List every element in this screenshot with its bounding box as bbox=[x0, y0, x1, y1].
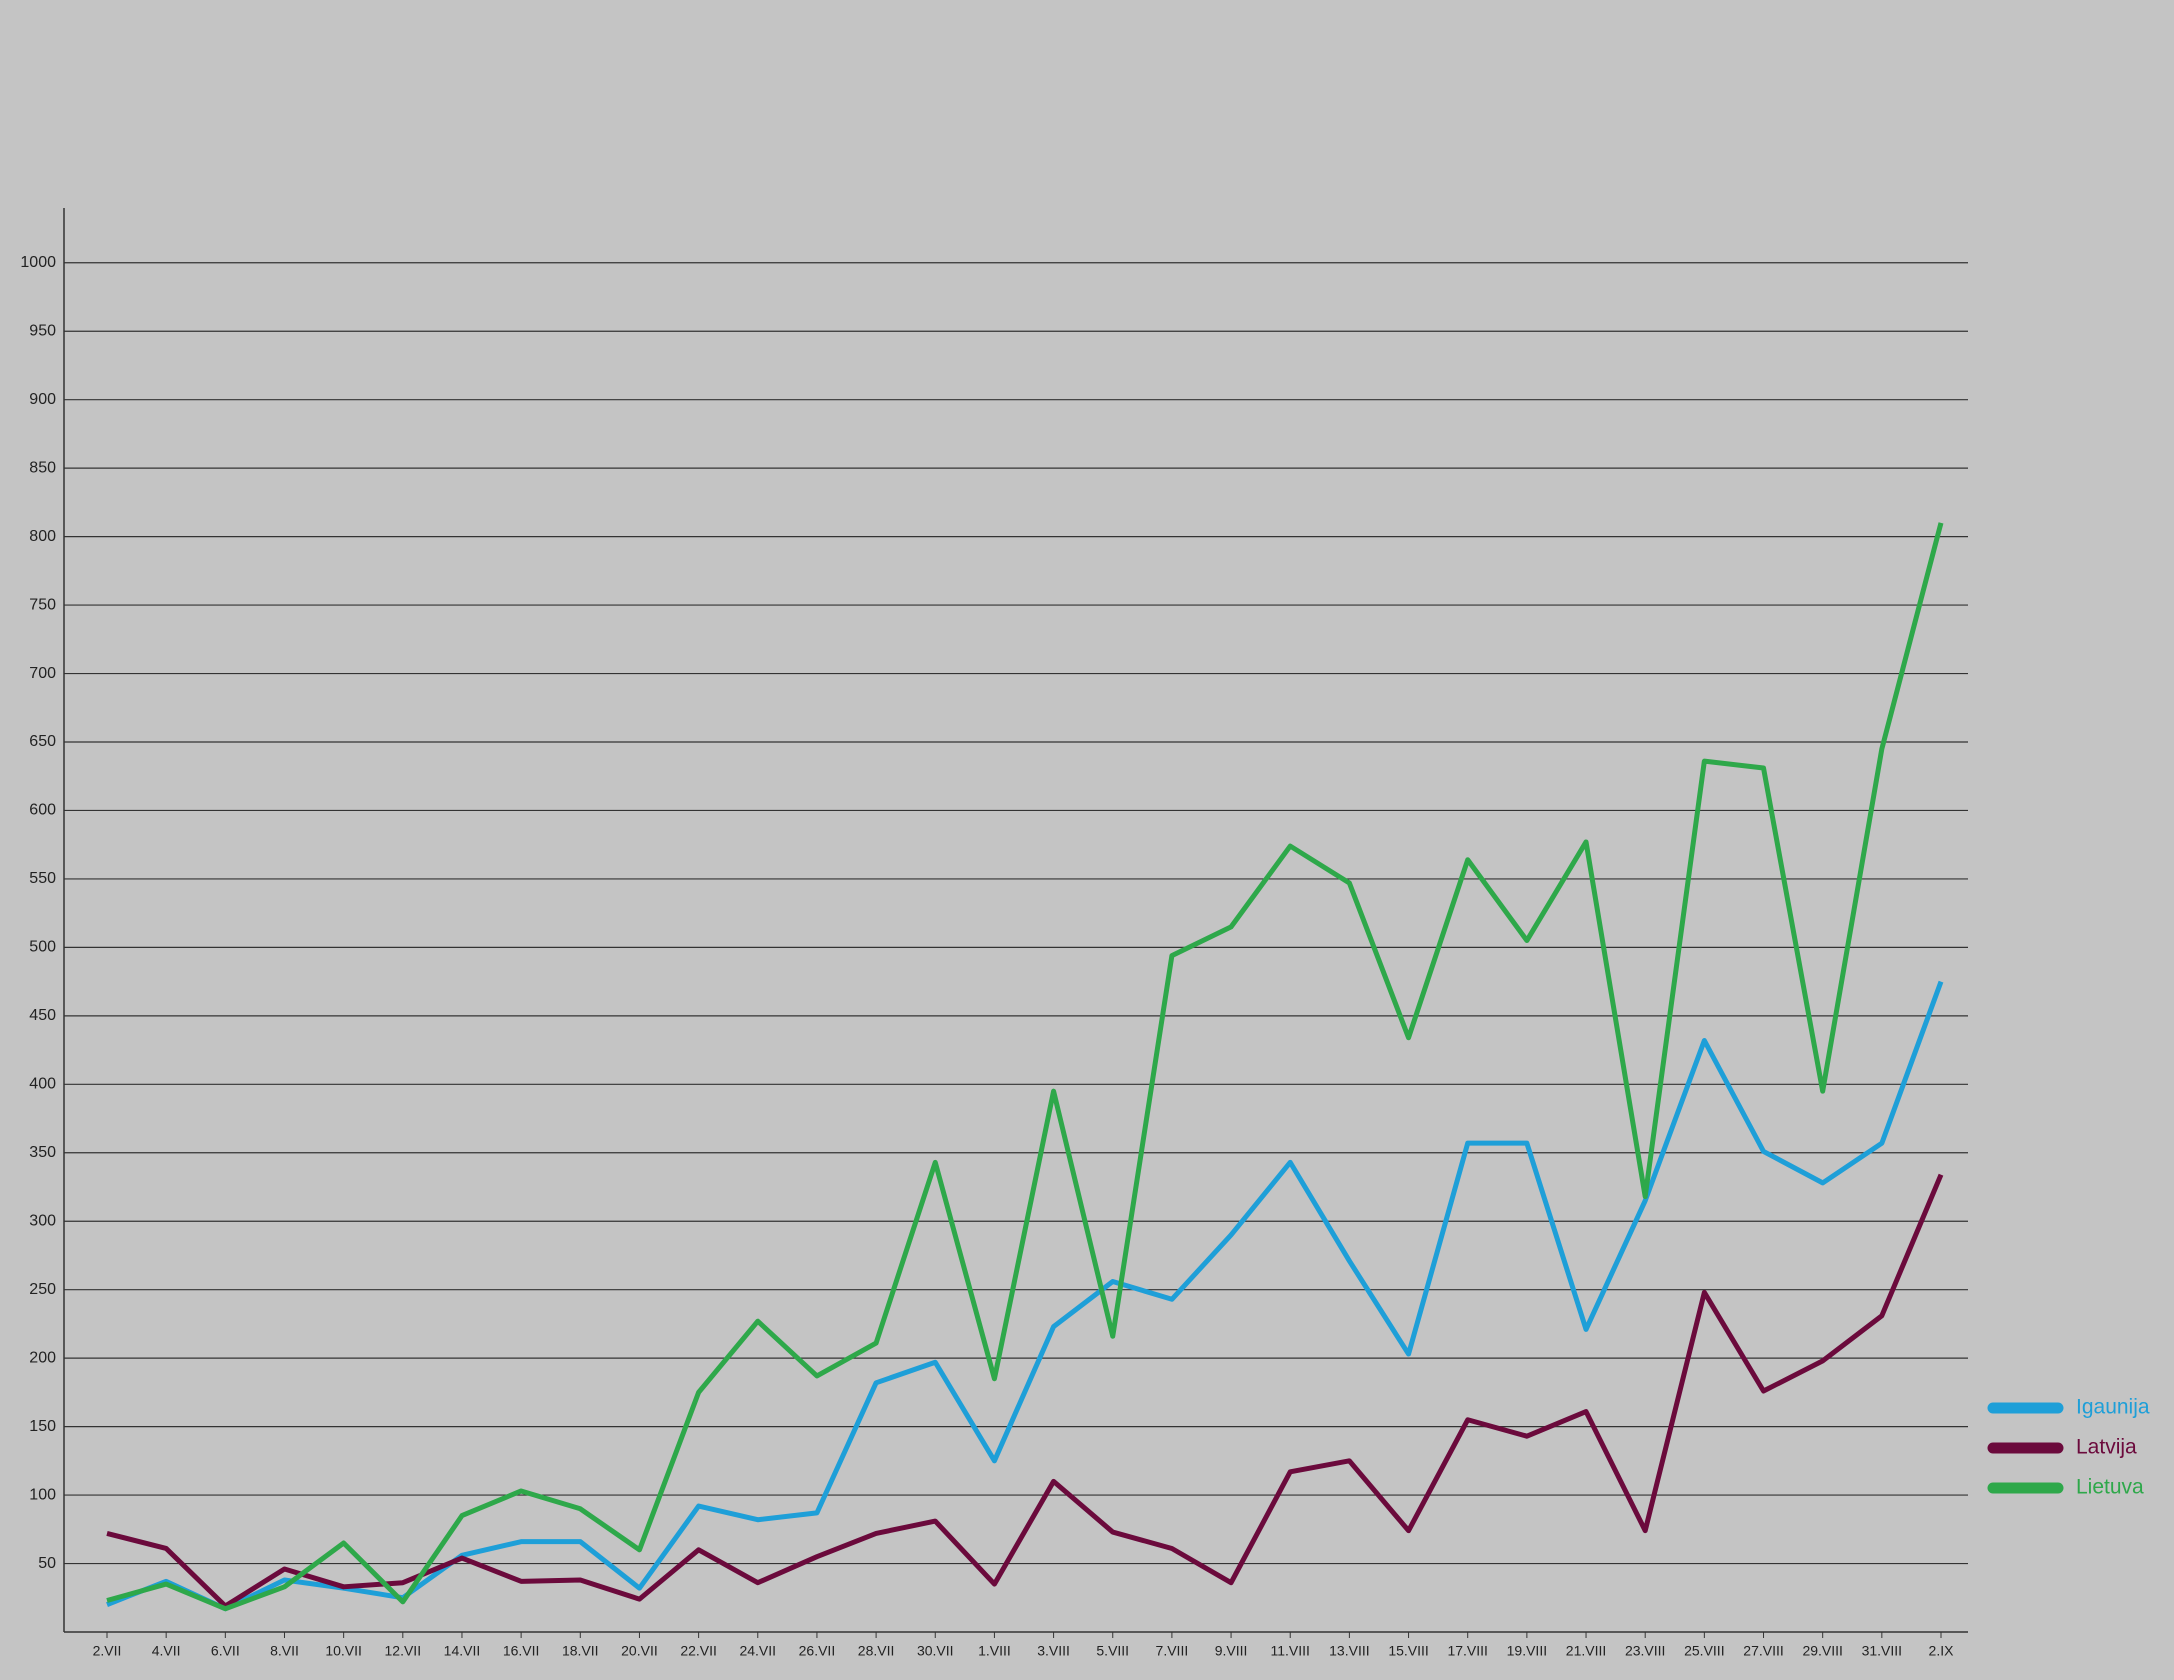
x-tick-label: 5.VIII bbox=[1096, 1643, 1129, 1659]
x-tick-label: 17.VIII bbox=[1447, 1643, 1487, 1659]
x-tick-label: 2.VII bbox=[93, 1643, 122, 1659]
x-tick-label: 30.VII bbox=[917, 1643, 954, 1659]
y-tick-label: 650 bbox=[29, 733, 56, 750]
x-tick-label: 8.VII bbox=[270, 1643, 299, 1659]
x-tick-label: 7.VIII bbox=[1156, 1643, 1189, 1659]
x-tick-label: 10.VII bbox=[325, 1643, 362, 1659]
legend-label: Igaunija bbox=[2076, 1396, 2150, 1419]
legend-label: Latvija bbox=[2076, 1436, 2137, 1459]
y-tick-label: 500 bbox=[29, 939, 56, 956]
y-tick-label: 400 bbox=[29, 1076, 56, 1093]
y-tick-label: 350 bbox=[29, 1144, 56, 1161]
y-tick-label: 100 bbox=[29, 1486, 56, 1503]
x-tick-label: 22.VII bbox=[680, 1643, 717, 1659]
x-tick-label: 20.VII bbox=[621, 1643, 658, 1659]
grid: 50 100 150 200 250 300 350 400 450 500 550 600 650 70… bbox=[20, 208, 1968, 1659]
x-tick-label: 11.VIII bbox=[1271, 1643, 1310, 1659]
y-tick-label: 900 bbox=[29, 391, 56, 408]
x-tick-label: 18.VII bbox=[562, 1643, 599, 1659]
x-tick-label: 15.VIII bbox=[1388, 1643, 1428, 1659]
y-tick-label: 1000 bbox=[20, 254, 56, 271]
x-tick-label: 12.VII bbox=[385, 1643, 422, 1659]
x-tick-label: 6.VII bbox=[211, 1643, 240, 1659]
y-tick-label: 150 bbox=[29, 1418, 56, 1435]
x-tick-label: 29.VIII bbox=[1802, 1643, 1842, 1659]
x-tick-label: 21.VIII bbox=[1566, 1643, 1606, 1659]
y-tick-label: 50 bbox=[38, 1555, 56, 1572]
series-line bbox=[106, 522, 1944, 1612]
y-tick-label: 300 bbox=[29, 1212, 56, 1229]
y-tick-label: 550 bbox=[29, 870, 56, 887]
x-tick-label: 16.VII bbox=[503, 1643, 540, 1659]
x-tick-label: 28.VII bbox=[858, 1643, 895, 1659]
x-tick-label: 26.VII bbox=[799, 1643, 836, 1659]
x-tick-label: 31.VIII bbox=[1862, 1643, 1902, 1659]
y-tick-label: 750 bbox=[29, 596, 56, 613]
x-tick-label: 13.VIII bbox=[1329, 1643, 1369, 1659]
x-tick-label: 2.IX bbox=[1929, 1643, 1955, 1659]
x-tick-label: 3.VIII bbox=[1037, 1643, 1070, 1659]
x-tick-label: 24.VII bbox=[739, 1643, 776, 1659]
x-tick-label: 4.VII bbox=[152, 1643, 181, 1659]
y-tick-label: 950 bbox=[29, 322, 56, 339]
x-tick-label: 27.VIII bbox=[1743, 1643, 1783, 1659]
series-line bbox=[106, 1173, 1944, 1609]
plot: Igaunija Latvija Lietuva bbox=[106, 522, 2150, 1612]
y-tick-label: 850 bbox=[29, 459, 56, 476]
x-tick-label: 23.VIII bbox=[1625, 1643, 1665, 1659]
y-tick-label: 200 bbox=[29, 1349, 56, 1366]
x-tick-label: 14.VII bbox=[444, 1643, 481, 1659]
legend-label: Lietuva bbox=[2076, 1476, 2144, 1499]
y-tick-label: 450 bbox=[29, 1007, 56, 1024]
x-tick-label: 9.VIII bbox=[1215, 1643, 1248, 1659]
y-tick-label: 250 bbox=[29, 1281, 56, 1298]
y-tick-label: 800 bbox=[29, 528, 56, 545]
x-tick-label: 25.VIII bbox=[1684, 1643, 1724, 1659]
y-tick-label: 600 bbox=[29, 802, 56, 819]
x-tick-label: 1.VIII bbox=[978, 1643, 1011, 1659]
x-tick-label: 19.VIII bbox=[1507, 1643, 1547, 1659]
y-tick-label: 700 bbox=[29, 665, 56, 682]
